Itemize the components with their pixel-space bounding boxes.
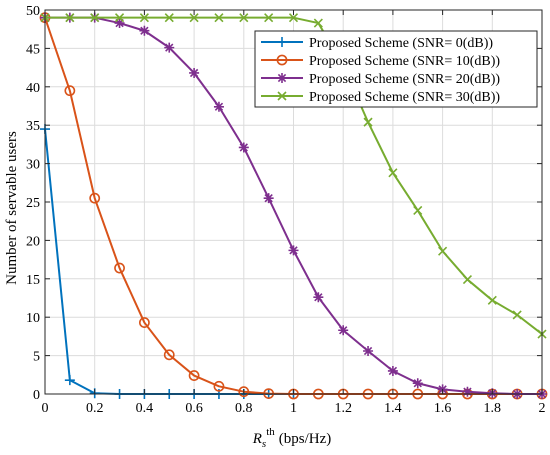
x-marker bbox=[363, 117, 373, 127]
star-marker bbox=[238, 142, 249, 153]
y-tick-label: 40 bbox=[26, 81, 40, 96]
y-tick-label: 45 bbox=[26, 42, 40, 57]
x-axis-ticks: 0 0.2 0.4 0.6 0.8 1 1.2 1.4 1.6 1.8 2 bbox=[42, 10, 546, 416]
x-tick-label: 1.6 bbox=[434, 401, 452, 416]
star-marker bbox=[164, 42, 175, 53]
x-marker bbox=[239, 13, 249, 23]
x-tick-label: 0.6 bbox=[185, 401, 203, 416]
circle-marker bbox=[276, 54, 288, 66]
star-marker bbox=[338, 325, 349, 336]
legend-box bbox=[254, 30, 538, 108]
x-marker bbox=[164, 13, 174, 23]
plus-marker bbox=[277, 37, 287, 47]
x-tick-label: 0.2 bbox=[86, 401, 104, 416]
x-marker bbox=[214, 13, 224, 23]
x-tick-label: 0 bbox=[42, 401, 49, 416]
x-marker bbox=[388, 168, 398, 178]
star-marker bbox=[313, 292, 324, 303]
circle-marker bbox=[238, 386, 250, 398]
x-marker bbox=[139, 13, 149, 23]
star-marker bbox=[412, 378, 423, 389]
x-marker bbox=[277, 91, 287, 101]
x-marker bbox=[65, 13, 75, 23]
x-tick-label: 1.2 bbox=[334, 401, 352, 416]
star-marker bbox=[213, 101, 224, 112]
star-marker bbox=[263, 193, 274, 204]
series-4 bbox=[40, 13, 547, 339]
legend-item: Proposed Scheme (SNR= 0(dB)) bbox=[261, 36, 493, 51]
x-tick-label: 0.8 bbox=[235, 401, 253, 416]
x-tick-label: 2 bbox=[539, 401, 546, 416]
legend-label: Proposed Scheme (SNR= 0(dB)) bbox=[309, 36, 493, 51]
star-marker bbox=[189, 67, 200, 78]
circle-marker bbox=[138, 317, 150, 328]
y-tick-label: 30 bbox=[26, 158, 40, 173]
legend-label: Proposed Scheme (SNR= 30(dB)) bbox=[309, 90, 500, 105]
circle-marker bbox=[89, 192, 101, 204]
star-marker bbox=[114, 18, 125, 29]
y-tick-label: 35 bbox=[26, 119, 40, 134]
y-tick-label: 5 bbox=[33, 350, 40, 365]
star-marker bbox=[363, 345, 374, 356]
x-tick-label: 1 bbox=[290, 401, 297, 416]
x-marker bbox=[512, 310, 522, 320]
x-axis-label-superscript: th bbox=[266, 426, 275, 438]
plus-marker bbox=[64, 375, 75, 386]
y-tick-label: 20 bbox=[26, 234, 40, 249]
y-axis-ticks: 0 5 10 15 20 25 30 35 40 45 50 bbox=[26, 4, 542, 403]
y-tick-label: 0 bbox=[33, 388, 40, 403]
x-marker bbox=[288, 13, 299, 23]
legend-item: Proposed Scheme (SNR= 10(dB)) bbox=[261, 54, 500, 69]
x-marker bbox=[413, 205, 423, 216]
x-tick-label: 1.4 bbox=[384, 401, 402, 416]
legend: Proposed Scheme (SNR= 0(dB)) Proposed Sch… bbox=[254, 30, 538, 108]
circle-marker bbox=[64, 85, 76, 97]
x-axis-label-unit: (bps/Hz) bbox=[279, 431, 332, 447]
legend-label: Proposed Scheme (SNR= 10(dB)) bbox=[309, 54, 500, 69]
y-axis-label: Number of servable users bbox=[4, 131, 20, 285]
x-tick-label: 0.4 bbox=[136, 401, 154, 416]
series-1 bbox=[40, 124, 299, 399]
legend-label: Proposed Scheme (SNR= 20(dB)) bbox=[309, 72, 500, 87]
x-marker bbox=[313, 18, 323, 28]
x-marker bbox=[462, 275, 473, 285]
star-marker bbox=[387, 365, 398, 376]
x-marker bbox=[264, 13, 274, 23]
y-tick-label: 10 bbox=[26, 311, 40, 326]
legend-item: Proposed Scheme (SNR= 30(dB)) bbox=[261, 90, 500, 105]
star-marker bbox=[139, 25, 150, 36]
circle-marker bbox=[188, 370, 200, 381]
circle-marker bbox=[163, 349, 175, 361]
x-axis-label-subscript: s bbox=[262, 438, 266, 450]
circle-marker bbox=[114, 262, 125, 274]
star-marker bbox=[277, 73, 287, 83]
circle-marker bbox=[213, 380, 225, 392]
x-marker bbox=[438, 246, 448, 256]
x-axis-label-main: R bbox=[252, 431, 262, 447]
x-tick-label: 1.8 bbox=[484, 401, 502, 416]
star-marker bbox=[462, 386, 473, 397]
star-marker bbox=[288, 245, 299, 256]
x-axis-label: Rsth (bps/Hz) bbox=[252, 426, 332, 450]
legend-item: Proposed Scheme (SNR= 20(dB)) bbox=[261, 72, 500, 87]
y-tick-label: 50 bbox=[26, 4, 40, 19]
x-marker bbox=[90, 13, 100, 23]
y-tick-label: 15 bbox=[26, 273, 40, 288]
x-marker bbox=[114, 13, 125, 23]
y-tick-label: 25 bbox=[26, 196, 40, 211]
x-marker bbox=[487, 295, 497, 305]
x-marker bbox=[189, 13, 199, 23]
